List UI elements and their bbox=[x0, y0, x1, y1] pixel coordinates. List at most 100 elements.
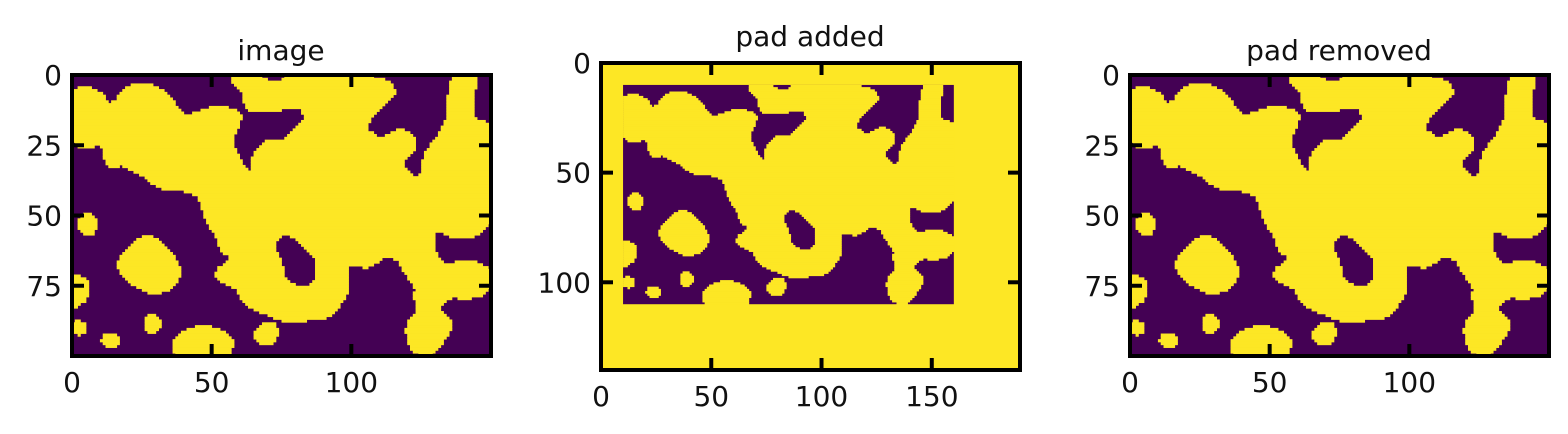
pixel-run bbox=[1160, 153, 1298, 157]
pixel-run bbox=[629, 194, 642, 198]
pixel-run bbox=[1160, 148, 1296, 152]
pixel-run bbox=[737, 236, 792, 239]
pixel-run bbox=[1183, 277, 1237, 281]
pixel-run bbox=[1317, 325, 1335, 329]
pixel-run bbox=[918, 113, 942, 117]
pixel-run bbox=[1451, 257, 1500, 261]
heatmap-image bbox=[1130, 75, 1549, 356]
pixel-run bbox=[920, 91, 944, 95]
pixel-run bbox=[1367, 252, 1497, 256]
pixel-run bbox=[125, 86, 159, 90]
pixel-run bbox=[1141, 212, 1150, 216]
pixel-run bbox=[161, 187, 491, 191]
pixel-run bbox=[852, 234, 858, 237]
pixel-run bbox=[214, 271, 285, 275]
pixel-run bbox=[1135, 218, 1156, 222]
pixel-run bbox=[72, 105, 179, 110]
pixel-run bbox=[72, 288, 90, 292]
pixel-run bbox=[680, 273, 692, 277]
pixel-run bbox=[281, 319, 308, 323]
pixel-run bbox=[680, 277, 695, 281]
pixel-run bbox=[1470, 313, 1505, 318]
pixel-run bbox=[814, 227, 869, 231]
pixel-run bbox=[669, 247, 706, 250]
pixel-run bbox=[682, 271, 690, 274]
pixel-run bbox=[222, 252, 280, 256]
pixel-run bbox=[415, 302, 444, 306]
pixel-run bbox=[737, 214, 785, 217]
pixel-run bbox=[72, 134, 235, 138]
pixel-run bbox=[748, 249, 842, 252]
pixel-run bbox=[443, 232, 481, 236]
pixel-run bbox=[799, 124, 858, 127]
pixel-run bbox=[922, 84, 944, 88]
pixel-run bbox=[409, 316, 450, 320]
pixel-run bbox=[680, 282, 692, 285]
pixel-run bbox=[1353, 237, 1494, 242]
pixel-run bbox=[744, 229, 789, 233]
pixel-run bbox=[315, 277, 349, 281]
pixel-run bbox=[1470, 291, 1544, 295]
pixel-run bbox=[1484, 148, 1549, 152]
pixel-run bbox=[139, 173, 414, 177]
pixel-run bbox=[1241, 190, 1549, 194]
pixel-run bbox=[253, 336, 277, 340]
pixel-run bbox=[894, 266, 915, 270]
pixel-run bbox=[1359, 111, 1435, 115]
pixel-run bbox=[309, 282, 349, 287]
pixel-run bbox=[122, 164, 246, 169]
pixel-run bbox=[192, 193, 491, 197]
pixel-run bbox=[920, 89, 944, 92]
pixel-run bbox=[768, 282, 787, 285]
pixel-run bbox=[918, 115, 942, 119]
pixel-run bbox=[660, 227, 706, 231]
pixel-run bbox=[1367, 282, 1407, 287]
pixel-run bbox=[735, 238, 792, 242]
pixel-run bbox=[757, 260, 838, 263]
pixel-run bbox=[675, 161, 893, 165]
pixel-run bbox=[693, 172, 955, 176]
pixel-run bbox=[1278, 246, 1335, 250]
pixel-run bbox=[682, 166, 955, 169]
pixel-run bbox=[709, 284, 745, 288]
pixel-run bbox=[72, 294, 90, 298]
pixel-run bbox=[1230, 350, 1290, 354]
pixel-run bbox=[623, 277, 635, 281]
pixel-run bbox=[1459, 268, 1549, 273]
pixel-run bbox=[623, 253, 637, 257]
pixel-run bbox=[231, 80, 391, 84]
pixel-run bbox=[1481, 150, 1549, 155]
pixel-run bbox=[898, 159, 955, 163]
pixel-run bbox=[301, 111, 377, 115]
pixel-run bbox=[717, 177, 955, 180]
pixel-run bbox=[1481, 156, 1549, 160]
pixel-run bbox=[1255, 198, 1549, 202]
pixel-run bbox=[678, 209, 688, 213]
pixel-run bbox=[647, 141, 754, 145]
pixel-run bbox=[742, 231, 789, 235]
x-tick-label: 50 bbox=[693, 380, 729, 413]
pixel-run bbox=[133, 240, 162, 244]
pixel-run bbox=[1130, 125, 1298, 129]
pixel-run bbox=[1180, 89, 1223, 93]
pixel-run bbox=[72, 111, 185, 115]
pixel-run bbox=[217, 237, 280, 242]
pixel-run bbox=[409, 344, 442, 348]
pixel-run bbox=[72, 302, 81, 306]
pixel-run bbox=[660, 238, 710, 242]
pixel-run bbox=[446, 105, 475, 110]
pixel-run bbox=[1183, 86, 1217, 90]
pixel-run bbox=[125, 249, 171, 253]
y-tick-label: 0 bbox=[44, 59, 62, 92]
pixel-run bbox=[792, 130, 864, 134]
pixel-run bbox=[1303, 105, 1441, 110]
pixel-run bbox=[72, 128, 238, 132]
pixel-run bbox=[172, 339, 235, 343]
pixel-run bbox=[1465, 339, 1502, 343]
heatmap-image bbox=[72, 75, 491, 356]
pixel-run bbox=[905, 137, 955, 141]
pixel-run bbox=[1166, 164, 1178, 169]
pixel-run bbox=[1470, 296, 1511, 301]
pixel-run bbox=[645, 291, 661, 294]
pixel-run bbox=[737, 234, 792, 237]
